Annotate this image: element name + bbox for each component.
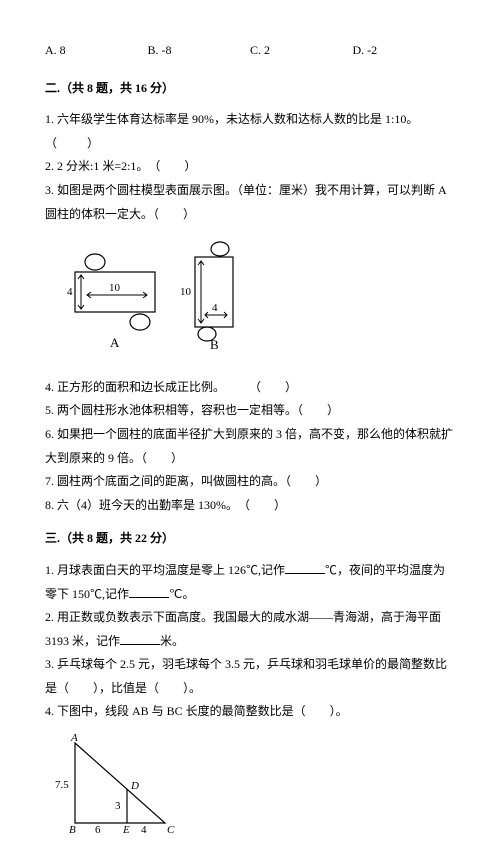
s2-q7: 7. 圆柱两个底面之间的距离，叫做圆柱的高。（ ） xyxy=(45,471,455,493)
s2-q6-line2: 大到原来的 9 倍。（ ） xyxy=(45,448,455,470)
s3-q1-part1: 1. 月球表面白天的平均温度是零上 126℃,记作 xyxy=(45,563,285,577)
label-b: B xyxy=(69,824,76,836)
cyl-a-label: A xyxy=(110,335,120,350)
label-seg1: 6 xyxy=(95,824,101,836)
s3-q2-part2: 3193 米，记作 xyxy=(45,634,120,648)
cylinder-diagram: 4 10 A 10 4 B xyxy=(55,237,455,365)
section-3-title: 三.（共 8 题，共 22 分） xyxy=(45,528,455,550)
option-d: D. -2 xyxy=(353,40,456,62)
s3-q1-part3: 零下 150℃,记作 xyxy=(45,587,129,601)
s3-q4: 4. 下图中，线段 AB 与 BC 长度的最简整数比是（ ）。 xyxy=(45,701,455,723)
cyl-a-top-ellipse xyxy=(85,254,105,270)
s3-q2-part3: 米。 xyxy=(160,634,184,648)
cyl-a-height-label: 4 xyxy=(67,286,73,298)
blank xyxy=(120,632,160,645)
label-subheight: 3 xyxy=(115,800,121,812)
label-e: E xyxy=(122,824,130,836)
label-a: A xyxy=(70,733,78,744)
cyl-b-top-ellipse xyxy=(211,242,229,256)
s3-q1-line2: 零下 150℃,记作 ℃。 xyxy=(45,584,455,606)
label-seg2: 4 xyxy=(141,824,147,836)
option-b: B. -8 xyxy=(148,40,251,62)
s2-q2: 2. 2 分米:1 米=2:1。 （ ） xyxy=(45,156,455,178)
s3-q3-line2: 是（ ），比值是（ ）。 xyxy=(45,678,455,700)
s2-q1-line1: 1. 六年级学生体育达标率是 90%，未达标人数和达标人数的比是 1:10。 xyxy=(45,109,455,131)
triangle-diagram: A B C D E 7.5 6 4 3 xyxy=(55,733,455,851)
section-2-title: 二.（共 8 题，共 16 分） xyxy=(45,78,455,100)
s2-q1-line2: （ ） xyxy=(45,133,455,155)
s3-q2-line2: 3193 米，记作 米。 xyxy=(45,631,455,653)
s2-q3-line2: 圆柱的体积一定大。（ ） xyxy=(45,204,455,226)
blank xyxy=(129,585,169,598)
s3-q1-part2: ℃，夜间的平均温度为 xyxy=(325,563,445,577)
s2-q8: 8. 六（4）班今天的出勤率是 130%。 （ ） xyxy=(45,495,455,517)
s2-q6-line1: 6. 如果把一个圆柱的底面半径扩大到原来的 3 倍，高不变，那么他的体积就扩 xyxy=(45,424,455,446)
mc-options-row: A. 8 B. -8 C. 2 D. -2 xyxy=(45,40,455,62)
label-d: D xyxy=(130,780,139,792)
cyl-a-bottom-ellipse xyxy=(130,314,150,330)
s2-q5: 5. 两个圆柱形水池体积相等，容积也一定相等。（ ） xyxy=(45,400,455,422)
option-c: C. 2 xyxy=(250,40,353,62)
s3-q3-line1: 3. 乒乓球每个 2.5 元，羽毛球每个 3.5 元，乒乓球和羽毛球单价的最简整… xyxy=(45,654,455,676)
cyl-a-width-label: 10 xyxy=(109,282,121,294)
s2-q3-line1: 3. 如图是两个圆柱模型表面展示图。（单位：厘米）我不用计算，可以判断 A xyxy=(45,180,455,202)
cyl-b-width-label: 4 xyxy=(212,302,218,314)
label-c: C xyxy=(167,824,175,836)
s3-q1-part4: ℃。 xyxy=(169,587,194,601)
s3-q1: 1. 月球表面白天的平均温度是零上 126℃,记作 ℃，夜间的平均温度为 xyxy=(45,560,455,582)
option-a: A. 8 xyxy=(45,40,148,62)
s2-q4: 4. 正方形的面积和边长成正比例。 （ ） xyxy=(45,377,455,399)
cyl-b-label: B xyxy=(210,337,219,352)
s3-q2-line1: 2. 用正数或负数表示下面高度。我国最大的咸水湖——青海湖，高于海平面 xyxy=(45,607,455,629)
label-side: 7.5 xyxy=(55,779,69,791)
blank xyxy=(285,561,325,574)
cyl-b-height-label: 10 xyxy=(180,286,192,298)
